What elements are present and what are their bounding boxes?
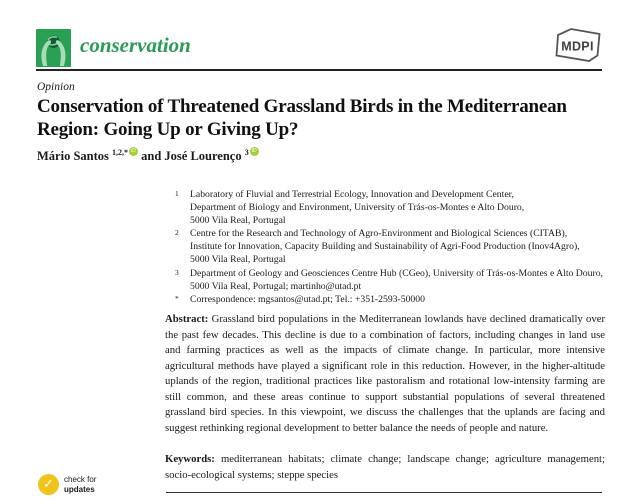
abstract-paragraph: Abstract: Grassland bird populations in … [165,312,605,436]
affiliation-marker: * [175,293,179,303]
keywords-label: Keywords: [165,453,215,465]
article-type-label: Opinion [37,81,75,93]
affiliation-line: Laboratory of Fluvial and Terrestrial Ec… [190,189,514,200]
affiliation-line: Institute for Innovation, Capacity Build… [190,241,580,253]
article-title: Conservation of Threatened Grassland Bir… [37,96,567,140]
abstract-label: Abstract: [165,313,209,325]
affiliation-line: Department of Biology and Environment, U… [190,202,525,214]
check-for-updates-label: check for updates [64,475,96,494]
author-1-name: Mário Santos [37,149,109,164]
byline-connector: and [141,149,162,164]
affiliation-line: 5000 Vila Real, Portugal; martinho@utad.… [190,280,362,292]
author-1-affil-sup: 1,2,* [112,148,128,157]
author-2-name: José Lourenço [164,149,242,164]
affiliation-line: 5000 Vila Real, Portugal [190,215,286,227]
keywords-text: mediterranean habitats; climate change; … [165,453,605,481]
affiliation-marker: 3 [175,267,179,277]
author-2-affil-sup: 3 [244,148,249,157]
affiliation-line: Centre for the Research and Technology o… [190,228,568,240]
journal-name: conservation [80,33,191,57]
orcid-icon[interactable] [249,147,259,157]
check-for-updates-line1: check for [64,475,97,484]
check-for-updates-line2: updates [64,484,95,494]
affiliation-3: 3 Department of Geology and Geosciences … [165,267,612,293]
check-for-updates-badge[interactable]: ✓ check for updates [38,474,96,495]
author-byline: Mário Santos 1,2,* and José Lourenço 3 [37,147,259,164]
mdpi-logo: MDPI [555,28,601,62]
keywords-divider [166,492,602,493]
header-divider [36,69,602,71]
mdpi-logo-text: MDPI [561,40,593,54]
affiliation-line: Correspondence: mgsantos@utad.pt; Tel.: … [190,293,425,305]
orcid-icon[interactable] [129,147,138,157]
affiliation-2: 2 Centre for the Research and Technology… [165,227,612,266]
correspondence-note: * Correspondence: mgsantos@utad.pt; Tel.… [165,293,612,306]
journal-hands-globe-logo-icon [36,29,71,67]
affiliations-block: 1 Laboratory of Fluvial and Terrestrial … [165,188,612,306]
abstract-text: Grassland bird populations in the Medite… [165,313,605,434]
affiliation-marker: 2 [175,228,179,238]
keywords-paragraph: Keywords: mediterranean habitats; climat… [165,452,605,483]
affiliation-1: 1 Laboratory of Fluvial and Terrestrial … [165,188,612,227]
check-icon: ✓ [38,474,59,495]
affiliation-line: Department of Geology and Geosciences Ce… [190,267,603,279]
affiliation-marker: 1 [175,189,179,198]
affiliation-line: 5000 Vila Real, Portugal [190,254,286,266]
